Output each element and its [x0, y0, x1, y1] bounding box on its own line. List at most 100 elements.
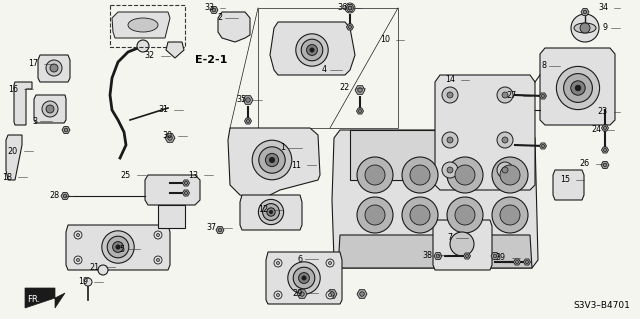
- Polygon shape: [165, 134, 175, 142]
- Circle shape: [307, 45, 317, 56]
- Circle shape: [447, 157, 483, 193]
- Text: 19: 19: [78, 278, 88, 286]
- Text: 38: 38: [422, 250, 432, 259]
- Polygon shape: [61, 193, 69, 199]
- Text: 25: 25: [121, 170, 131, 180]
- Circle shape: [455, 165, 475, 185]
- Text: 6: 6: [297, 255, 302, 263]
- Circle shape: [365, 205, 385, 225]
- Polygon shape: [216, 226, 224, 234]
- Circle shape: [500, 205, 520, 225]
- Polygon shape: [601, 161, 609, 168]
- Polygon shape: [243, 96, 253, 104]
- Text: 7: 7: [448, 234, 453, 242]
- Circle shape: [246, 98, 250, 102]
- Bar: [110, 5, 185, 47]
- Circle shape: [583, 10, 587, 14]
- Circle shape: [328, 293, 332, 296]
- Polygon shape: [66, 225, 170, 270]
- Circle shape: [348, 6, 352, 10]
- Polygon shape: [297, 290, 307, 298]
- Text: 34: 34: [598, 4, 608, 12]
- Text: 14: 14: [445, 76, 455, 85]
- Circle shape: [326, 291, 334, 299]
- Circle shape: [116, 245, 120, 249]
- Circle shape: [502, 167, 508, 173]
- Circle shape: [436, 254, 440, 258]
- Circle shape: [107, 236, 129, 258]
- Polygon shape: [338, 235, 532, 268]
- Text: 21: 21: [90, 263, 100, 271]
- Text: 35: 35: [237, 95, 247, 105]
- Polygon shape: [332, 130, 538, 268]
- Circle shape: [330, 292, 334, 296]
- Polygon shape: [491, 253, 499, 259]
- Circle shape: [168, 136, 172, 140]
- Text: 28: 28: [49, 191, 59, 201]
- Polygon shape: [210, 6, 218, 13]
- Polygon shape: [513, 259, 520, 265]
- Polygon shape: [25, 288, 65, 308]
- Circle shape: [184, 182, 188, 185]
- Circle shape: [296, 34, 328, 66]
- Circle shape: [266, 153, 278, 167]
- Text: 18: 18: [2, 173, 12, 182]
- Polygon shape: [166, 42, 184, 58]
- Polygon shape: [112, 12, 170, 38]
- Circle shape: [564, 74, 593, 102]
- Circle shape: [184, 191, 188, 195]
- Circle shape: [310, 48, 314, 52]
- Circle shape: [267, 208, 275, 216]
- Text: 10: 10: [380, 35, 390, 44]
- Text: 9: 9: [603, 24, 608, 33]
- Text: 17: 17: [28, 60, 38, 69]
- Text: 36: 36: [337, 4, 347, 12]
- Circle shape: [442, 87, 458, 103]
- Circle shape: [365, 165, 385, 185]
- Circle shape: [157, 258, 159, 262]
- Circle shape: [301, 39, 323, 61]
- Circle shape: [274, 291, 282, 299]
- Circle shape: [447, 167, 453, 173]
- Circle shape: [360, 292, 364, 296]
- Circle shape: [465, 255, 468, 257]
- Text: 26: 26: [580, 160, 590, 168]
- Circle shape: [102, 231, 134, 263]
- Text: 5: 5: [120, 244, 125, 254]
- Text: 29: 29: [292, 288, 303, 298]
- Text: 24: 24: [591, 125, 601, 135]
- Circle shape: [46, 105, 54, 113]
- Circle shape: [357, 197, 393, 233]
- Text: 1: 1: [280, 144, 285, 152]
- Circle shape: [348, 26, 351, 29]
- Circle shape: [77, 258, 79, 262]
- Circle shape: [326, 259, 334, 267]
- Circle shape: [571, 81, 585, 95]
- Polygon shape: [433, 220, 492, 270]
- Circle shape: [502, 92, 508, 98]
- Circle shape: [410, 165, 430, 185]
- Text: 20: 20: [8, 146, 18, 155]
- Circle shape: [515, 260, 518, 263]
- Polygon shape: [540, 48, 615, 125]
- Polygon shape: [356, 108, 364, 114]
- Circle shape: [497, 162, 513, 178]
- Circle shape: [556, 66, 600, 110]
- Circle shape: [450, 232, 474, 256]
- Polygon shape: [6, 135, 22, 180]
- Polygon shape: [218, 12, 250, 42]
- Polygon shape: [355, 86, 365, 94]
- Circle shape: [262, 204, 280, 220]
- Polygon shape: [228, 128, 320, 200]
- Circle shape: [302, 276, 306, 280]
- Circle shape: [154, 231, 162, 239]
- Circle shape: [402, 197, 438, 233]
- Circle shape: [455, 205, 475, 225]
- Circle shape: [500, 165, 520, 185]
- Circle shape: [410, 205, 430, 225]
- Circle shape: [541, 145, 545, 148]
- Polygon shape: [602, 147, 609, 153]
- Circle shape: [74, 231, 82, 239]
- Circle shape: [328, 262, 332, 264]
- Circle shape: [604, 163, 607, 167]
